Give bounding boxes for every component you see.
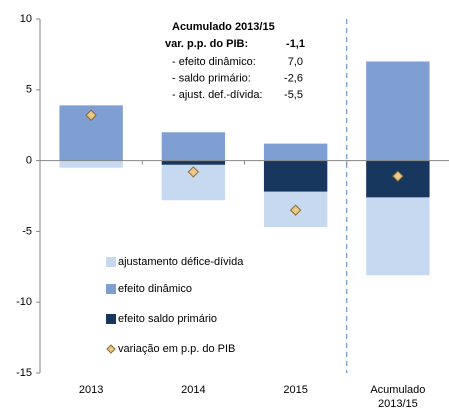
- y-tick-label: 10: [20, 13, 32, 25]
- legend-marker: [106, 344, 116, 354]
- y-tick-label: -10: [16, 296, 32, 308]
- annotation-value: -2,6: [284, 72, 303, 84]
- x-tick-label: Acumulado 2013/15: [370, 384, 425, 410]
- marker: [392, 170, 404, 182]
- x-tick-label: 2014: [181, 384, 205, 396]
- annotation-value: 7,0: [288, 56, 303, 68]
- annotation-value: -5,5: [284, 89, 303, 101]
- x-tick-label: 2015: [283, 384, 307, 396]
- marker: [85, 109, 97, 121]
- bar: [59, 160, 123, 168]
- legend-swatch: [106, 257, 116, 267]
- y-tick-label: 0: [26, 155, 32, 167]
- annotation-title: Acumulado 2013/15: [172, 21, 275, 33]
- x-tick-label: 2013: [79, 384, 103, 396]
- annotation-total-label: var. p.p. do PIB:: [165, 38, 248, 50]
- legend-label: efeito saldo primário: [118, 313, 217, 325]
- bar: [263, 143, 328, 161]
- bar: [161, 160, 226, 165]
- y-tick-label: 5: [26, 84, 32, 96]
- bar: [366, 197, 430, 276]
- legend-swatch: [106, 284, 116, 294]
- legend-swatch: [106, 314, 116, 324]
- annotation-label: - ajust. def.-dívida:: [172, 89, 263, 101]
- y-tick-label: -5: [22, 225, 32, 237]
- bar: [366, 61, 430, 161]
- marker: [289, 204, 302, 216]
- marker: [187, 166, 200, 178]
- bar: [263, 160, 328, 192]
- legend-label: efeito dinâmico: [118, 283, 192, 295]
- y-tick-label: -15: [16, 367, 32, 379]
- bar: [161, 132, 226, 161]
- annotation-label: - efeito dinâmico:: [172, 56, 256, 68]
- legend-label: ajustamento défice-dívida: [118, 256, 244, 268]
- annotation-total-value: -1,1: [286, 38, 305, 50]
- annotation-label: - saldo primário:: [172, 72, 251, 84]
- legend-label: variação em p.p. do PIB: [118, 343, 235, 355]
